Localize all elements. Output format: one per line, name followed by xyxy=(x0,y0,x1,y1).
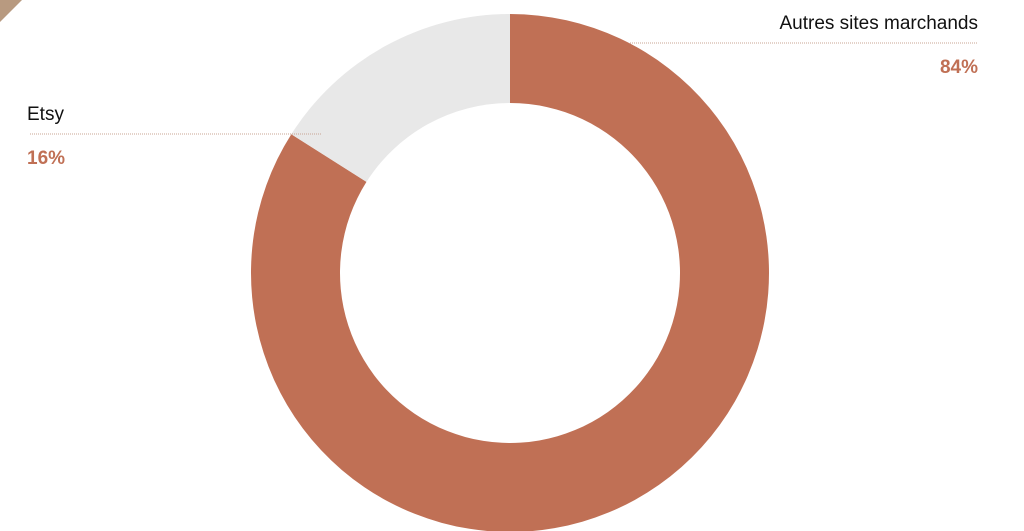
donut-slice xyxy=(251,14,769,531)
slice-label: Autres sites marchands xyxy=(779,13,978,34)
corner-decoration xyxy=(0,0,22,22)
slice-value: 16% xyxy=(27,148,65,169)
slice-label: Etsy xyxy=(27,104,64,125)
donut-slice xyxy=(291,14,510,182)
slice-value: 84% xyxy=(940,57,978,78)
